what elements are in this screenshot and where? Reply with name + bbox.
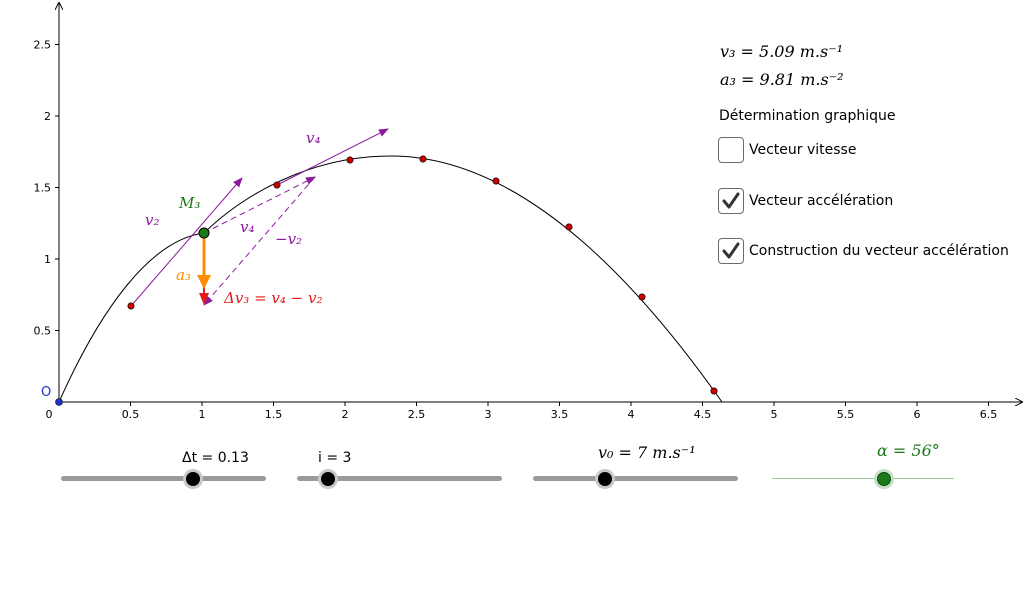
checkbox-construction-acceleration[interactable]: Construction du vecteur accélération [718,236,1009,266]
checkbox-vecteur-acceleration[interactable]: Vecteur accélération [718,186,893,216]
label-minus-v2: −v₂ [275,230,302,248]
slider-v0[interactable] [533,467,738,491]
checkbox-box[interactable] [718,188,744,214]
x-tick-label: 3 [485,408,492,421]
sample-point [273,181,281,189]
slider-track[interactable] [297,476,502,481]
label-v4-copy: v₄ [240,218,255,236]
x-tick-label: 6 [914,408,921,421]
x-tick-label: 3.5 [551,408,569,421]
checkbox-label: Vecteur vitesse [749,142,857,158]
label-delta-v3: Δv₃ = v₄ − v₂ [223,289,323,307]
sample-point [127,302,135,310]
origin-point[interactable] [55,398,63,406]
vector-v4-copy [203,176,316,234]
sample-point [492,177,500,185]
x-tick-label: 6.5 [980,408,998,421]
x-tick-label: 2 [342,408,349,421]
checkbox-vecteur-vitesse[interactable]: Vecteur vitesse [718,135,856,165]
vector-v4 [276,128,389,186]
y-axis-ticks: 0.5 1 1.5 2 2.5 [34,39,59,338]
slider-i-knob[interactable] [321,472,335,486]
sample-points [127,155,718,395]
x-tick-label: 2.5 [408,408,426,421]
sample-point [346,156,354,164]
label-v4: v₄ [306,129,321,147]
sample-point [419,155,427,163]
point-m3[interactable] [198,227,210,239]
sample-point [638,293,646,301]
x-tick-label: 5.5 [837,408,855,421]
slider-v0-label: v₀ = 7 m.s⁻¹ [598,443,696,462]
x-tick-label: 0 [46,408,53,421]
trajectory-curve [58,232,205,403]
x-axis-ticks: 0 0.5 1 1.5 2 2.5 3 3.5 4 4.5 5 5.5 6 6.5 [46,402,998,421]
slider-i-label: i = 3 [318,450,352,466]
panel-title: Détermination graphique [719,108,896,124]
y-tick-label: 1 [44,253,51,266]
y-tick-label: 0.5 [34,325,52,338]
sample-point [565,223,573,231]
x-tick-label: 1.5 [265,408,283,421]
readout-a3: a₃ = 9.81 m.s⁻² [720,70,844,89]
y-tick-label: 2.5 [34,39,52,52]
point-m3-label: M₃ [178,194,200,212]
slider-track[interactable] [533,476,738,481]
slider-dt-label: Δt = 0.13 [182,450,249,466]
readout-v3: v₃ = 5.09 m.s⁻¹ [720,42,844,61]
checkmark-icon [722,242,740,259]
label-a3: a₃ [176,266,191,284]
checkbox-box[interactable] [718,238,744,264]
y-tick-label: 1.5 [34,182,52,195]
label-v2: v₂ [145,211,160,229]
y-tick-label: 2 [44,110,51,123]
vector-v2 [130,177,243,307]
slider-i[interactable] [297,467,502,491]
x-tick-label: 4 [628,408,635,421]
checkbox-label: Construction du vecteur accélération [749,243,1009,259]
slider-alpha-label: α = 56° [877,441,940,460]
x-tick-label: 4.5 [694,408,712,421]
trajectory-cap [203,155,723,403]
slider-track[interactable] [772,478,954,479]
x-tick-label: 1 [199,408,206,421]
slider-v0-knob[interactable] [598,472,612,486]
checkbox-label: Vecteur accélération [749,193,894,209]
slider-dt-knob[interactable] [186,472,200,486]
vector-minus-v2 [203,176,316,306]
slider-alpha-knob[interactable] [877,472,891,486]
x-tick-label: 5 [771,408,778,421]
checkmark-icon [722,192,740,209]
sample-point [710,387,718,395]
slider-track[interactable] [61,476,266,481]
slider-alpha[interactable] [772,467,954,491]
x-tick-label: 0.5 [122,408,140,421]
checkbox-box[interactable] [718,137,744,163]
slider-dt[interactable] [61,467,266,491]
origin-label: O [41,385,51,400]
